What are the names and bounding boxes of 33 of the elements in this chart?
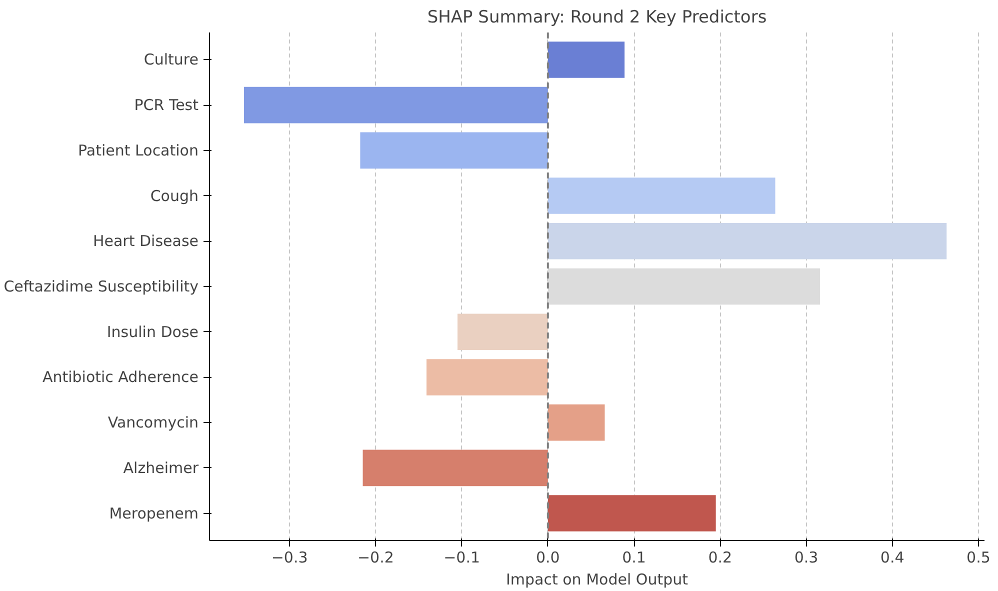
bar — [360, 132, 548, 169]
x-axis-title: Impact on Model Output — [506, 570, 688, 588]
bar — [548, 223, 947, 260]
x-tick-label: 0.0 — [536, 548, 560, 566]
x-tick-label: −0.2 — [357, 548, 394, 566]
y-tick-label: Vancomycin — [108, 414, 199, 432]
y-tick-label: Alzheimer — [123, 458, 200, 477]
y-tick-label: Cough — [150, 186, 198, 205]
x-tick-label: 0.2 — [708, 548, 732, 566]
bar — [362, 450, 548, 486]
bar — [548, 404, 605, 441]
y-tick-label: Ceftazidime Susceptibility — [4, 278, 199, 296]
y-tick-label: Meropenem — [109, 504, 199, 522]
y-tick-label: Patient Location — [78, 141, 199, 160]
bar — [458, 314, 548, 350]
y-tick-label: Heart Disease — [92, 232, 199, 250]
bar — [548, 268, 820, 305]
y-tick-label: Insulin Dose — [106, 322, 199, 341]
x-tick-label: −0.3 — [271, 548, 308, 566]
bar — [548, 495, 716, 532]
x-tick-label: 0.1 — [622, 548, 646, 566]
bar — [548, 178, 776, 214]
chart-title: SHAP Summary: Round 2 Key Predictors — [427, 8, 767, 28]
x-tick-label: −0.1 — [444, 548, 480, 566]
bar — [244, 86, 548, 124]
y-tick-label: PCR Test — [134, 96, 199, 114]
y-tick-label: Culture — [144, 50, 199, 69]
x-tick-label: 0.4 — [880, 548, 904, 566]
bar — [426, 359, 548, 396]
x-tick-label: 0.3 — [794, 548, 818, 566]
y-tick-label: Antibiotic Adherence — [42, 368, 199, 386]
x-tick-label: 0.5 — [966, 548, 990, 566]
bar — [548, 42, 625, 78]
